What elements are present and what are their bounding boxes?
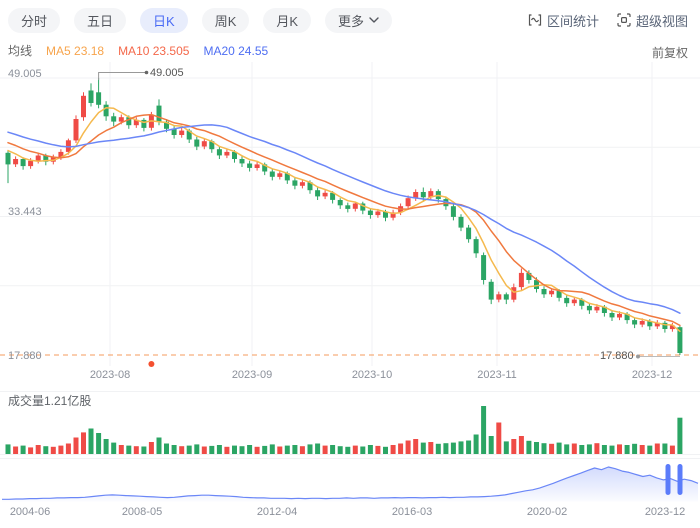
navigator-handle-left[interactable] [665,464,671,495]
ma20-value: MA20 24.55 [203,43,269,58]
high-price-callout: 49.005 [150,67,184,79]
interval-stats-label: 区间统计 [546,13,599,29]
x-axis-label-aug: 2023-08 [89,369,131,381]
tab-daily-k[interactable]: 日K [140,7,188,33]
y-axis-label-high: 49.005 [8,68,42,80]
low-annotation-line [636,354,680,359]
low-price-callout: 17.880 [600,350,634,362]
tab-monthly-k[interactable]: 月K [263,7,312,33]
tab-five-day[interactable]: 五日 [74,7,127,33]
ma10-value: MA10 23.505 [118,43,190,58]
event-marker-dot[interactable] [148,361,155,367]
nav-label-2008: 2008-05 [121,506,163,518]
volume-bars [5,406,683,454]
x-axis-label-dec: 2023-12 [631,369,673,381]
toolbar-right-actions: 区间统计 超级视图 [528,11,688,30]
navigator-line [2,466,699,500]
navigator-area[interactable] [2,467,698,502]
chevron-down-icon [369,17,379,23]
tab-weekly-k[interactable]: 周K [201,7,250,33]
gridlines [0,62,700,459]
period-tabs: 分时 五日 日K 周K 月K 更多 [8,7,393,33]
tab-minute[interactable]: 分时 [8,7,61,33]
tab-more[interactable]: 更多 [325,7,393,33]
candles [5,78,683,355]
ma20-line [7,124,681,314]
ma-legend: 均线 MA5 23.18 MA10 23.505 MA20 24.55 [8,42,268,59]
interval-stats-button[interactable]: 区间统计 [528,11,599,30]
nav-label-2012: 2012-04 [256,506,298,518]
super-view-icon [617,13,631,27]
y-axis-label-mid: 33.443 [8,206,42,218]
super-view-button[interactable]: 超级视图 [617,11,688,30]
price-adjustment-mode[interactable]: 前复权 [651,46,688,60]
nav-label-2016: 2016-03 [391,506,433,518]
nav-label-2020: 2020-02 [526,506,568,518]
toolbar: 分时 五日 日K 周K 月K 更多 区间统计 超级视图 [0,0,700,40]
super-view-label: 超级视图 [635,13,688,29]
x-axis-label-nov: 2023-11 [477,369,517,381]
ma-legend-title: 均线 [8,44,33,58]
ma5-line [7,107,681,333]
interval-stats-icon [528,14,542,26]
nav-label-2004: 2004-06 [9,506,51,518]
y-axis-label-low: 17.880 [8,350,42,362]
ma10-line [7,113,681,327]
x-axis-label-sep: 2023-09 [231,369,273,381]
nav-label-2023: 2023-12 [644,506,686,518]
tab-more-label: 更多 [338,13,365,29]
navigator-handle-right[interactable] [677,464,683,495]
x-axis-label-oct: 2023-10 [351,369,393,381]
high-annotation-line [98,70,149,80]
ma5-value: MA5 23.18 [46,43,105,58]
volume-label: 成交量1.21亿股 [8,394,92,408]
